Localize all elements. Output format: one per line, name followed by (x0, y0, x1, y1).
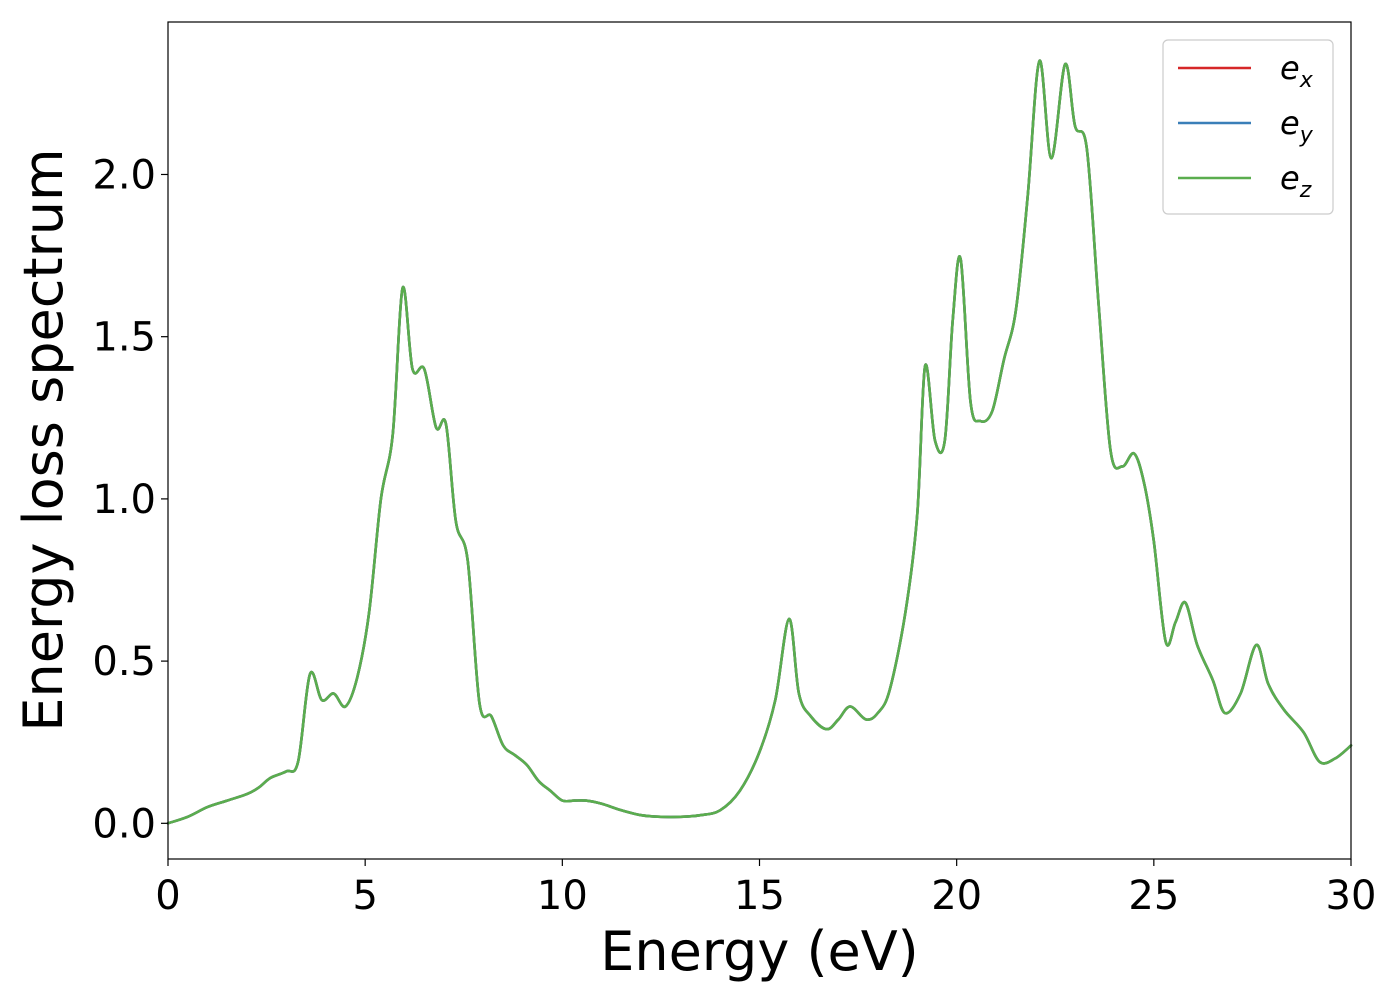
y-axis-title: Energy loss spectrum (12, 148, 75, 731)
x-tick-label: 0 (155, 873, 180, 919)
x-tick-label: 30 (1326, 873, 1377, 919)
x-tick-label: 20 (931, 873, 982, 919)
legend-label-y: ey (1280, 104, 1314, 148)
x-tick-label: 15 (734, 873, 785, 919)
series-layer (166, 59, 1353, 825)
x-tick-label: 25 (1128, 873, 1179, 919)
x-axis-title: Energy (eV) (600, 920, 919, 983)
y-tick-label: 0.5 (92, 639, 156, 685)
legend-label-x: ex (1280, 49, 1314, 93)
x-tick-label: 10 (537, 873, 588, 919)
x-tick-label: 5 (352, 873, 377, 919)
legend-box (1162, 39, 1334, 215)
series-line-z (166, 59, 1353, 825)
y-axis-ticks: 0.0 0.5 1.0 1.5 2.0 (92, 152, 168, 847)
x-axis-ticks: 0 5 10 15 20 25 30 (155, 859, 1376, 919)
y-tick-label: 1.0 (92, 477, 156, 523)
y-tick-label: 0.0 (92, 801, 156, 847)
y-tick-label: 1.5 (92, 315, 156, 361)
y-tick-label: 2.0 (92, 152, 156, 198)
